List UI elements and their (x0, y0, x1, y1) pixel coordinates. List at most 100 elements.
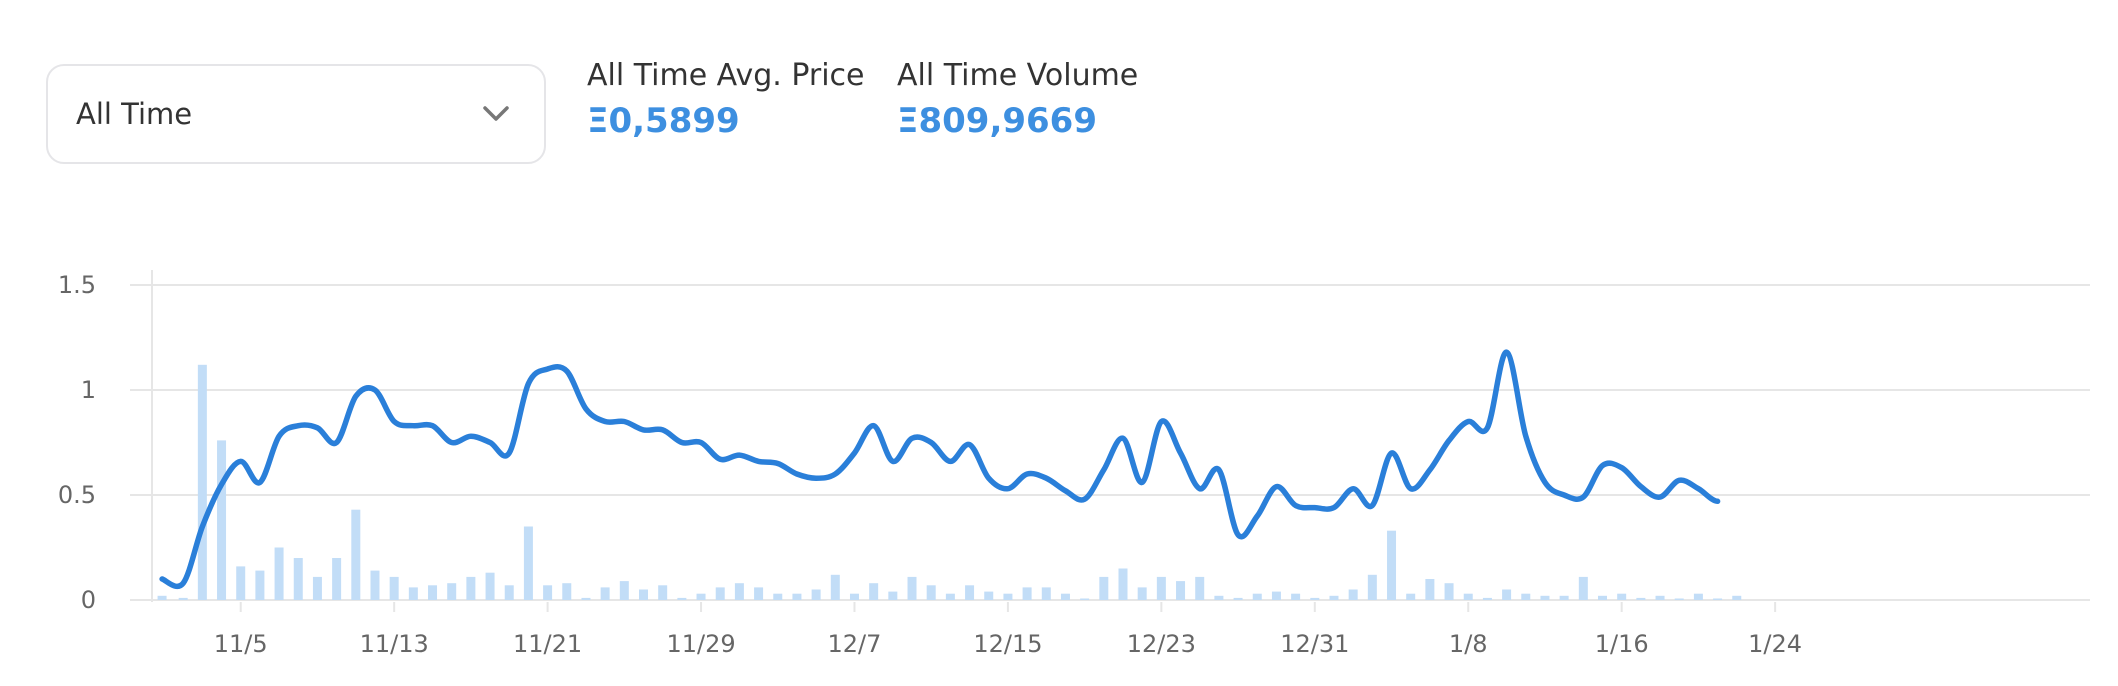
volume-bar (562, 583, 572, 600)
volume-bar (677, 597, 687, 600)
y-tick-label: 1 (81, 376, 96, 404)
volume-bar (581, 597, 591, 600)
volume-bar (178, 597, 188, 600)
volume-bar (1655, 595, 1665, 600)
volume-bar (1176, 581, 1186, 600)
volume-bar (1521, 593, 1531, 600)
volume-bar (157, 595, 167, 600)
volume-bar (1444, 583, 1454, 600)
volume-bar (370, 570, 380, 600)
volume-bar (792, 593, 802, 600)
volume-bar (293, 558, 303, 600)
volume-bar (715, 587, 725, 600)
volume-bar (1732, 595, 1742, 600)
volume-bar (869, 583, 879, 600)
volume-bar (965, 585, 975, 600)
volume-bar (1367, 574, 1377, 600)
volume-bar (197, 364, 207, 600)
volume-label: All Time Volume (897, 58, 1139, 93)
volume-bar (926, 585, 936, 600)
volume-bar (658, 585, 668, 600)
volume-bar (734, 583, 744, 600)
x-tick-label: 11/21 (513, 630, 582, 658)
avg-price-stat: All Time Avg. Price Ξ0,5899 (587, 58, 865, 141)
volume-bar (1348, 589, 1358, 600)
x-tick-label: 12/31 (1280, 630, 1349, 658)
volume-bar (619, 581, 629, 600)
volume-bar (466, 576, 476, 600)
time-range-dropdown[interactable]: All Time (46, 64, 546, 164)
volume-stat: All Time Volume Ξ809,9669 (897, 58, 1138, 141)
volume-bar (907, 576, 917, 600)
volume-bar (1387, 530, 1397, 600)
volume-bar (236, 566, 246, 600)
x-tick-label: 1/24 (1748, 630, 1802, 658)
volume-bar (1060, 593, 1070, 600)
y-tick-label: 1.5 (58, 271, 96, 299)
volume-bar (1310, 597, 1320, 600)
x-tick-label: 11/29 (666, 630, 735, 658)
volume-bar (485, 572, 495, 600)
volume-bar (1693, 593, 1703, 600)
volume-bar (504, 585, 514, 600)
volume-bar (1713, 598, 1723, 600)
volume-bar (1137, 587, 1147, 600)
volume-bar (1099, 576, 1109, 600)
volume-bar (217, 440, 227, 600)
volume-bar (312, 576, 322, 600)
volume-bar (332, 558, 342, 600)
volume-bar (1636, 597, 1646, 600)
volume-bar (1022, 587, 1032, 600)
y-tick-label: 0 (81, 586, 96, 614)
volume-bar (600, 587, 610, 600)
volume-bar (830, 574, 840, 600)
volume-bar (255, 570, 265, 600)
volume-bar (523, 526, 533, 600)
volume-bar (1406, 593, 1416, 600)
volume-bar (1502, 589, 1512, 600)
volume-bar (984, 591, 994, 600)
volume-bar (543, 585, 553, 600)
volume-bar (274, 547, 284, 600)
volume-bar (696, 593, 706, 600)
volume-bar (945, 593, 955, 600)
x-tick-label: 12/7 (828, 630, 882, 658)
volume-bar (1291, 593, 1301, 600)
x-tick-label: 11/13 (360, 630, 429, 658)
volume-bar (1118, 568, 1128, 600)
volume-bar (754, 587, 764, 600)
volume-bar (1617, 593, 1627, 600)
avg-price-value: Ξ0,5899 (587, 101, 740, 141)
volume-bar (389, 576, 399, 600)
x-tick-label: 12/15 (973, 630, 1042, 658)
chevron-down-icon (483, 106, 509, 121)
volume-bar (1540, 595, 1550, 600)
volume-bar (811, 589, 821, 600)
volume-bar (1559, 595, 1569, 600)
volume-bar (849, 593, 859, 600)
volume-bar (1041, 587, 1051, 600)
volume-bar (1329, 595, 1339, 600)
volume-bar (408, 587, 418, 600)
volume-bar (1233, 597, 1243, 600)
volume-bar (428, 585, 438, 600)
volume-bar (639, 589, 648, 600)
volume-value: Ξ809,9669 (897, 101, 1097, 141)
x-tick-label: 12/23 (1127, 630, 1196, 658)
x-tick-label: 1/8 (1449, 630, 1488, 658)
volume-bar (351, 509, 361, 600)
volume-bar (1463, 593, 1473, 600)
price-line (159, 349, 1721, 590)
volume-bar (1080, 598, 1090, 600)
volume-bar (773, 593, 783, 600)
volume-bar (1482, 597, 1492, 600)
volume-bar (1252, 593, 1262, 600)
volume-bar (1156, 576, 1166, 600)
volume-bar (1425, 579, 1435, 600)
x-tick-label: 11/5 (214, 630, 268, 658)
volume-bar (1598, 595, 1607, 600)
time-range-selected: All Time (76, 97, 193, 131)
volume-bar (1674, 598, 1684, 600)
avg-price-label: All Time Avg. Price (587, 58, 865, 93)
